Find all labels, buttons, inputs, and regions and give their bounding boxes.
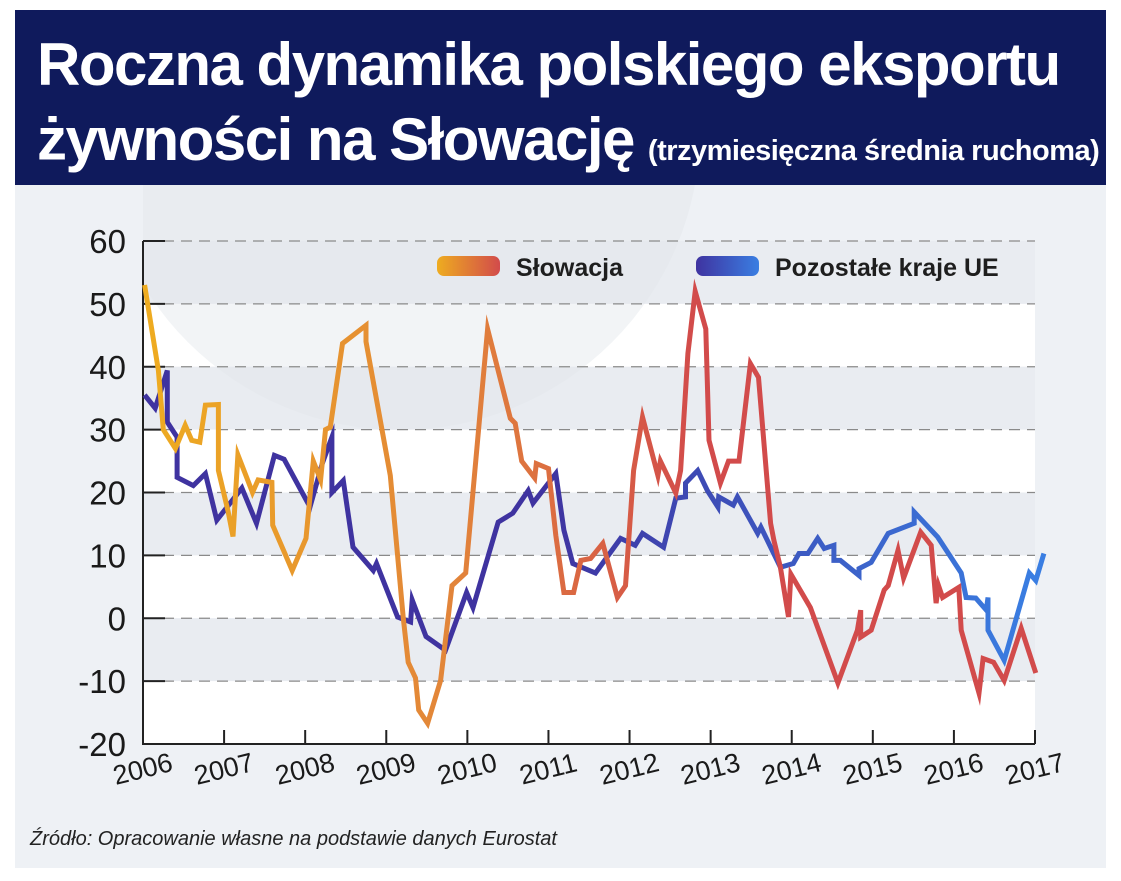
x-tick-label: 2009 [353, 747, 419, 791]
y-tick-labels: 60 50 40 30 20 10 0 -10 -20 [78, 223, 126, 763]
y-tick-label: 20 [89, 475, 126, 512]
plot-band [143, 366, 1035, 430]
chart-title-line2: żywności na Słowację (trzymiesięczna śred… [37, 105, 1100, 174]
y-tick-label: 40 [89, 349, 126, 386]
gridlines [163, 240, 1035, 682]
plot-band [143, 241, 1035, 304]
series-lines [142, 278, 1047, 730]
y-tick-label: 10 [89, 537, 126, 574]
legend-swatch-eu [696, 256, 759, 276]
legend: Słowacja Pozostałe kraje UE [437, 254, 999, 282]
plot-band [143, 492, 1035, 556]
y-tick-label: 60 [89, 223, 126, 260]
legend-swatch-slovakia [437, 256, 500, 276]
chart-title-text: żywności na Słowację [37, 106, 635, 173]
x-tick-label: 2015 [840, 747, 906, 791]
x-tick-label: 2011 [516, 747, 580, 790]
plot-band [143, 681, 1035, 744]
x-tick-label: 2016 [921, 747, 987, 791]
y-tick-label: -10 [78, 663, 126, 700]
x-tick-label: 2014 [759, 747, 825, 791]
x-tick-label: 2013 [678, 747, 744, 791]
x-tick-label: 2017 [1002, 747, 1068, 791]
watermark-circle [143, 185, 695, 430]
x-tick-label: 2010 [434, 747, 500, 791]
legend-label-eu: Pozostałe kraje UE [775, 254, 999, 282]
x-tick-label: 2012 [597, 747, 663, 791]
plot-bands [143, 241, 1035, 744]
legend-label-slovakia: Słowacja [516, 254, 624, 282]
y-tick-label: 50 [89, 286, 126, 323]
title-banner: Roczna dynamika polskiego eksportu żywno… [15, 10, 1106, 185]
chart-title-line1: Roczna dynamika polskiego eksportu [37, 31, 1061, 98]
x-tick-labels: 2006 2007 2008 2009 2010 2011 2012 2013 2014 2015… [110, 747, 1068, 791]
plot-band [143, 429, 1035, 493]
plot-band [143, 303, 1035, 367]
series-line-slovakia [142, 278, 1039, 730]
y-tick-label: -20 [78, 726, 126, 763]
chart-subtitle: (trzymiesięczna średnia ruchoma) [647, 135, 1100, 167]
source-note: Źródło: Opracowanie własne na podstawie … [30, 828, 557, 850]
x-tick-label: 2007 [191, 747, 257, 791]
y-tick-label: 0 [108, 600, 126, 637]
y-tick-label: 30 [89, 412, 126, 449]
x-tick-label: 2008 [272, 747, 338, 791]
plot-band [143, 618, 1035, 682]
series-line-other-eu [142, 369, 1047, 668]
